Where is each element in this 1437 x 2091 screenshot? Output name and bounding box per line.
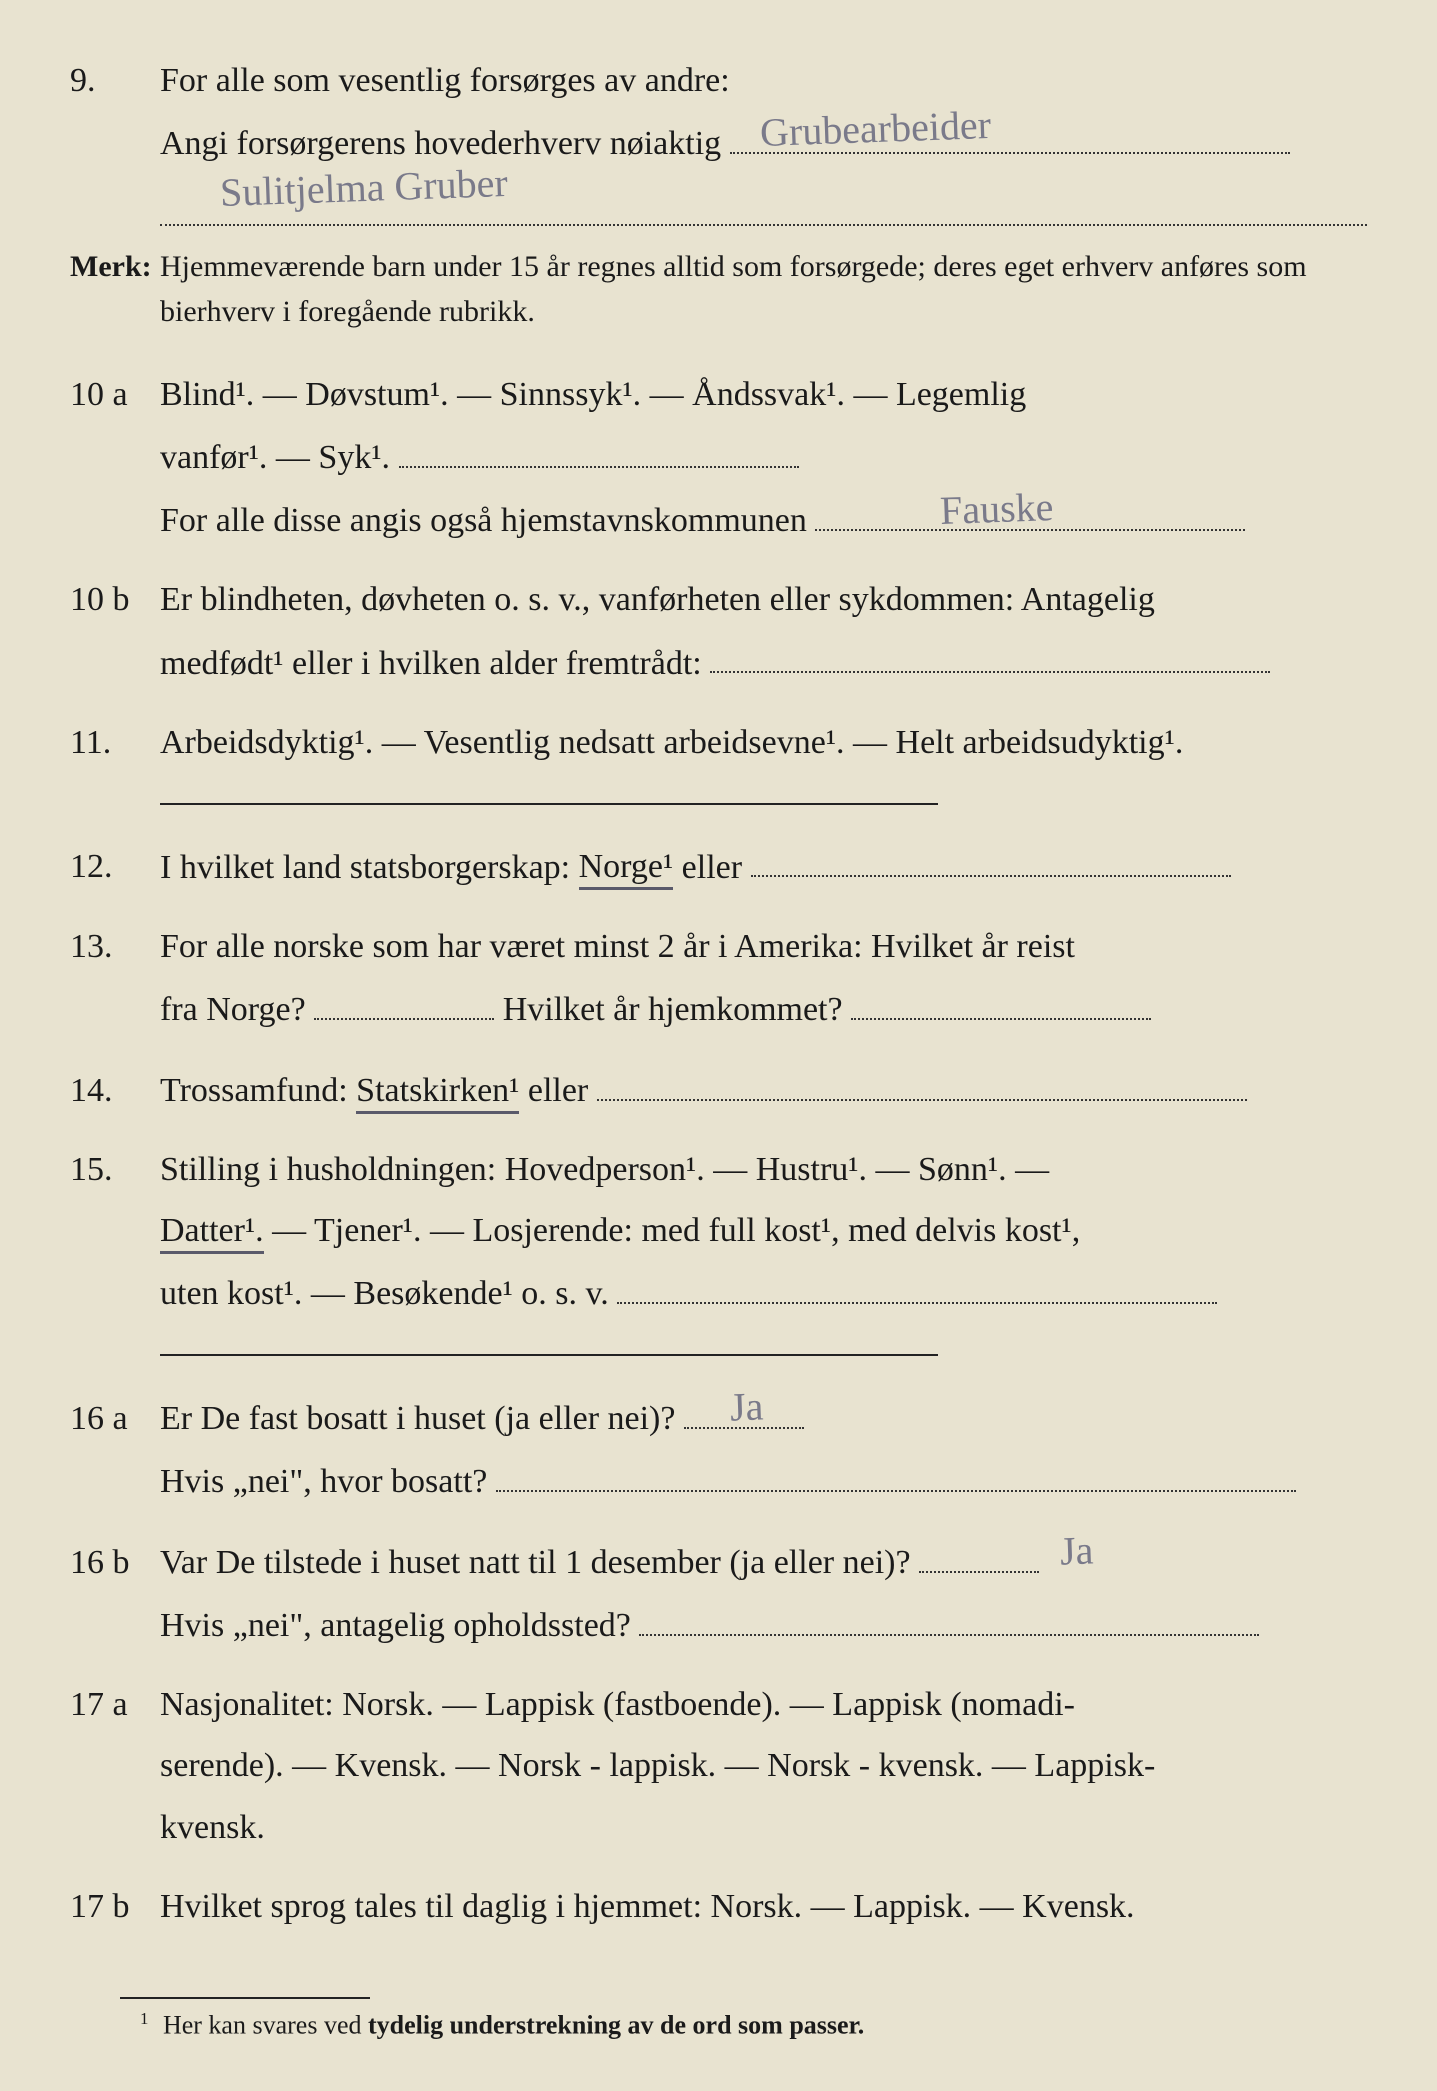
q16a-text2: Hvis „nei", hvor bosatt? [160,1463,487,1500]
q16b-text1: Var De tilstede i huset natt til 1 desem… [160,1544,911,1581]
q10a-text2-label: vanfør¹. — Syk¹. [160,439,390,476]
q16b-line2: Hvis „nei", antagelig opholdssted? [160,1593,1367,1656]
q16b-number: 16 b [70,1532,160,1593]
q16b-content: Var De tilstede i huset natt til 1 desem… [160,1530,1367,1656]
q11: 11. Arbeidsdyktig¹. — Vesentlig nedsatt … [70,712,1367,773]
q10a-handwritten: Fauske [939,471,1055,547]
q15-underlined: Datter¹. [160,1212,264,1254]
q10b-text2: medfødt¹ eller i hvilken alder fremtrådt… [160,644,702,681]
q16b-line1: Var De tilstede i huset natt til 1 desem… [160,1530,1367,1593]
q17a-text3: kvensk. [160,1797,1367,1858]
q16b-blank1 [919,1530,1039,1573]
q13-content: For alle norske som har været minst 2 år… [160,916,1367,1040]
q10a-blank1 [399,425,799,468]
census-form-page: 9. For alle som vesentlig forsørges av a… [0,0,1437,2091]
q12-underlined: Norge¹ [579,848,674,890]
q13-text2a: fra Norge? [160,991,306,1028]
q13-line2: fra Norge? Hvilket år hjemkommet? [160,977,1367,1040]
q16a-line1: Er De fast bosatt i huset (ja eller nei)… [160,1386,1367,1449]
q10a-text2: vanfør¹. — Syk¹. [160,425,1367,488]
q15-content: Stilling i husholdningen: Hovedperson¹. … [160,1139,1367,1324]
q10b-content: Er blindheten, døvheten o. s. v., vanfør… [160,569,1367,693]
q9-handwritten-2: Sulitjelma Gruber [219,147,509,229]
q12-content: I hvilket land statsborgerskap: Norge¹ e… [160,835,1367,898]
q10a-text1: Blind¹. — Døvstum¹. — Sinnssyk¹. — Åndss… [160,364,1367,425]
q13-text2b: Hvilket år hjemkommet? [503,991,843,1028]
q17a-number: 17 a [70,1674,160,1735]
q13-blank1 [314,977,494,1020]
q16a-content: Er De fast bosatt i huset (ja eller nei)… [160,1386,1367,1512]
merk-label: Merk: [70,244,160,289]
q17b-text: Hvilket sprog tales til daglig i hjemmet… [160,1876,1367,1937]
q12-text2: eller [682,848,742,885]
footnote-text-a: Her kan svares ved [163,2011,368,2040]
q10a-number: 10 a [70,364,160,425]
q10a: 10 a Blind¹. — Døvstum¹. — Sinnssyk¹. — … [70,364,1367,551]
q16b-blank2 [639,1593,1259,1636]
q16a: 16 a Er De fast bosatt i huset (ja eller… [70,1386,1367,1512]
footnote-marker: 1 [140,2009,148,2028]
q10a-text3-row: For alle disse angis også hjemstavnskomm… [160,488,1367,551]
q10b: 10 b Er blindheten, døvheten o. s. v., v… [70,569,1367,693]
q17a-content: Nasjonalitet: Norsk. — Lappisk (fastboen… [160,1674,1367,1858]
q9-handwritten-1: Grubearbeider [759,89,992,169]
divider-1 [160,803,938,805]
q10b-blank [710,631,1270,674]
q9-content: For alle som vesentlig forsørges av andr… [160,50,1367,226]
q14: 14. Trossamfund: Statskirken¹ eller [70,1058,1367,1121]
q14-number: 14. [70,1060,160,1121]
footnote-text-b: tydelig understrekning av de ord som pas… [368,2011,864,2040]
q9-blank2: Sulitjelma Gruber [160,174,1367,226]
q10a-content: Blind¹. — Døvstum¹. — Sinnssyk¹. — Åndss… [160,364,1367,551]
q10a-text3: For alle disse angis også hjemstavnskomm… [160,502,807,539]
q14-text2: eller [528,1072,588,1109]
q13: 13. For alle norske som har været minst … [70,916,1367,1040]
merk-text: Hjemmeværende barn under 15 år regnes al… [160,244,1367,334]
q16a-number: 16 a [70,1388,160,1449]
divider-2 [160,1354,938,1356]
q14-underlined: Statskirken¹ [356,1072,519,1114]
q11-text: Arbeidsdyktig¹. — Vesentlig nedsatt arbe… [160,712,1367,773]
q15-line3: uten kost¹. — Besøkende¹ o. s. v. [160,1261,1367,1324]
q17a-text1: Nasjonalitet: Norsk. — Lappisk (fastboen… [160,1674,1367,1735]
q12-text1: I hvilket land statsborgerskap: [160,848,579,885]
q12-number: 12. [70,836,160,897]
q16b-text2: Hvis „nei", antagelig opholdssted? [160,1607,631,1644]
footnote-divider [120,1997,370,1999]
q15-number: 15. [70,1139,160,1200]
q17a: 17 a Nasjonalitet: Norsk. — Lappisk (fas… [70,1674,1367,1858]
q9-number: 9. [70,50,160,111]
q17b: 17 b Hvilket sprog tales til daglig i hj… [70,1876,1367,1937]
q13-text1: For alle norske som har været minst 2 år… [160,916,1367,977]
q16b: 16 b Var De tilstede i huset natt til 1 … [70,1530,1367,1656]
q11-number: 11. [70,712,160,773]
q13-blank2 [851,977,1151,1020]
q17a-text2: serende). — Kvensk. — Norsk - lappisk. —… [160,1735,1367,1796]
q15-text2: — Tjener¹. — Losjerende: med full kost¹,… [272,1212,1080,1249]
q10b-text2-row: medfødt¹ eller i hvilken alder fremtrådt… [160,631,1367,694]
q15-text1: Stilling i husholdningen: Hovedperson¹. … [160,1139,1367,1200]
q15-text3: uten kost¹. — Besøkende¹ o. s. v. [160,1275,609,1312]
q17b-number: 17 b [70,1876,160,1937]
q12-blank [751,835,1231,878]
q15-line2: Datter¹. — Tjener¹. — Losjerende: med fu… [160,1200,1367,1261]
q12: 12. I hvilket land statsborgerskap: Norg… [70,835,1367,898]
q14-text1: Trossamfund: [160,1072,356,1109]
q15: 15. Stilling i husholdningen: Hovedperso… [70,1139,1367,1324]
q9: 9. For alle som vesentlig forsørges av a… [70,50,1367,226]
q10b-text1: Er blindheten, døvheten o. s. v., vanfør… [160,569,1367,630]
q14-blank [597,1058,1247,1101]
footnote: 1 Her kan svares ved tydelig understrekn… [140,2009,1367,2041]
q16b-handwritten: Ja [1059,1515,1095,1588]
q13-number: 13. [70,916,160,977]
q16a-line2: Hvis „nei", hvor bosatt? [160,1449,1367,1512]
q15-blank [617,1261,1217,1304]
q14-content: Trossamfund: Statskirken¹ eller [160,1058,1367,1121]
q16a-blank2 [496,1449,1296,1492]
q16a-handwritten: Ja [729,1371,765,1444]
q10b-number: 10 b [70,569,160,630]
merk-note: Merk: Hjemmeværende barn under 15 år reg… [70,244,1367,334]
q16a-text1: Er De fast bosatt i huset (ja eller nei)… [160,1400,675,1437]
